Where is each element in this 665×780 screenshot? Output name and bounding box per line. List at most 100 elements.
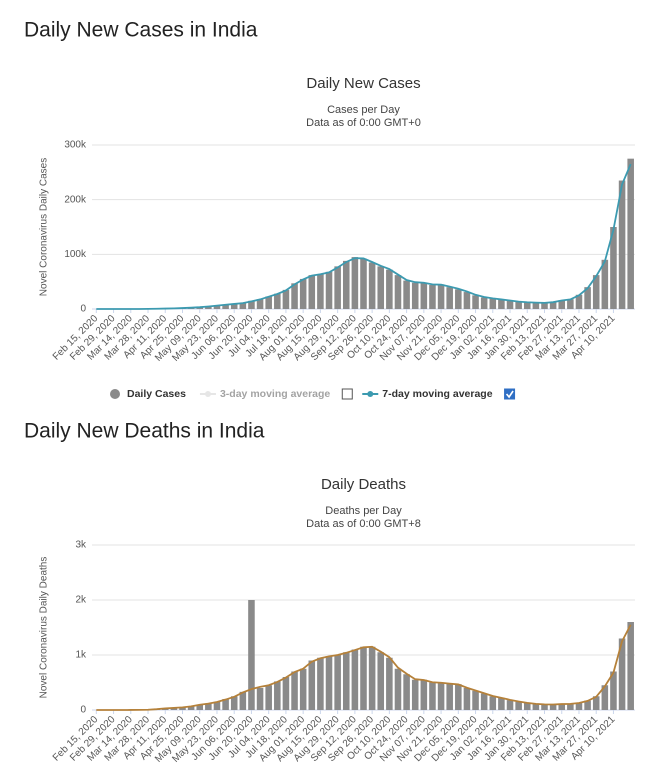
- bar: [558, 703, 566, 710]
- bar: [601, 259, 609, 309]
- bar: [498, 697, 505, 710]
- bar: [489, 298, 497, 309]
- bar: [394, 275, 402, 309]
- bar: [558, 300, 566, 309]
- legend-item[interactable]: 7-day moving average: [362, 388, 493, 400]
- bar: [265, 296, 272, 309]
- bar: [584, 287, 591, 309]
- bar: [403, 674, 410, 710]
- bar: [429, 682, 436, 710]
- legend-checkbox[interactable]: [504, 388, 516, 400]
- bar: [274, 293, 281, 309]
- bar: [618, 638, 626, 710]
- bar: [299, 278, 307, 309]
- y-tick-label: 2k: [75, 595, 87, 606]
- bar: [420, 679, 428, 710]
- bar: [403, 280, 410, 309]
- bar: [351, 649, 359, 710]
- bar: [523, 302, 531, 309]
- y-tick-label: 200k: [64, 194, 87, 205]
- section-heading: Daily New Cases in India: [24, 19, 258, 42]
- chart-title: Daily Deaths: [321, 476, 406, 493]
- bar: [394, 668, 402, 710]
- bar: [213, 701, 221, 710]
- legend-item[interactable]: 3-day moving average: [199, 388, 330, 400]
- bar: [455, 684, 462, 710]
- bar: [230, 696, 238, 710]
- bar: [230, 303, 238, 309]
- bar: [575, 294, 583, 309]
- bar: [377, 652, 385, 710]
- bar: [239, 302, 247, 309]
- bar: [515, 301, 522, 309]
- chart-title: Daily New Cases: [306, 75, 420, 92]
- bar: [325, 271, 333, 309]
- bar: [480, 693, 488, 710]
- bar: [282, 289, 290, 309]
- bar: [342, 652, 350, 710]
- bar: [506, 700, 514, 710]
- bar: [429, 284, 436, 309]
- bar: [463, 688, 471, 710]
- bar: [610, 671, 617, 710]
- legend-item[interactable]: Daily Cases: [110, 388, 186, 400]
- bar: [317, 657, 324, 710]
- y-tick-label: 300k: [64, 140, 87, 151]
- legend-symbol: [204, 391, 211, 397]
- bar: [265, 685, 272, 710]
- bar: [248, 600, 255, 710]
- bar: [411, 679, 419, 710]
- legend-label: Daily Cases: [127, 388, 186, 400]
- bar: [256, 299, 264, 309]
- bar: [205, 703, 212, 710]
- chart-subtitle: Cases per Day: [327, 104, 400, 116]
- bar: [351, 257, 359, 309]
- bar: [523, 702, 531, 710]
- bar: [437, 284, 445, 309]
- chart-subtitle: Data as of 0:00 GMT+8: [306, 518, 421, 530]
- bar: [360, 646, 367, 710]
- bar: [627, 622, 634, 710]
- bar: [455, 289, 462, 309]
- bar: [386, 657, 393, 710]
- bar: [480, 297, 488, 309]
- bar: [446, 287, 453, 309]
- bar: [472, 690, 479, 710]
- bar: [549, 704, 557, 710]
- bar: [567, 703, 574, 710]
- y-tick-label: 3k: [75, 540, 87, 551]
- bar: [472, 295, 479, 309]
- bar: [205, 306, 212, 309]
- y-tick-label: 100k: [64, 249, 87, 260]
- y-tick-label: 0: [80, 705, 86, 716]
- bar: [446, 683, 453, 710]
- bar: [506, 300, 514, 309]
- bar: [627, 158, 634, 309]
- bar: [222, 304, 229, 309]
- legend-checkbox[interactable]: [341, 388, 353, 400]
- bar: [592, 696, 600, 710]
- bar: [239, 691, 247, 710]
- bar: [368, 262, 376, 309]
- bar: [248, 300, 255, 309]
- bar: [317, 274, 324, 309]
- bar: [601, 685, 609, 710]
- bar: [498, 299, 505, 309]
- bar: [368, 646, 376, 710]
- y-tick-label: 0: [80, 304, 86, 315]
- moving-average-line: [96, 163, 632, 310]
- bar: [541, 302, 548, 309]
- checkmark: [505, 390, 514, 399]
- bar: [411, 282, 419, 309]
- bar: [610, 227, 617, 309]
- bar: [334, 655, 341, 710]
- bar: [360, 258, 367, 309]
- bar: [325, 656, 333, 710]
- bar: [592, 275, 600, 309]
- bar: [334, 266, 341, 309]
- section-heading: Daily New Deaths in India: [24, 420, 265, 443]
- moving-average-line: [96, 624, 632, 711]
- bar: [567, 299, 574, 309]
- y-axis-label: Novel Coronavirus Daily Cases: [39, 158, 50, 296]
